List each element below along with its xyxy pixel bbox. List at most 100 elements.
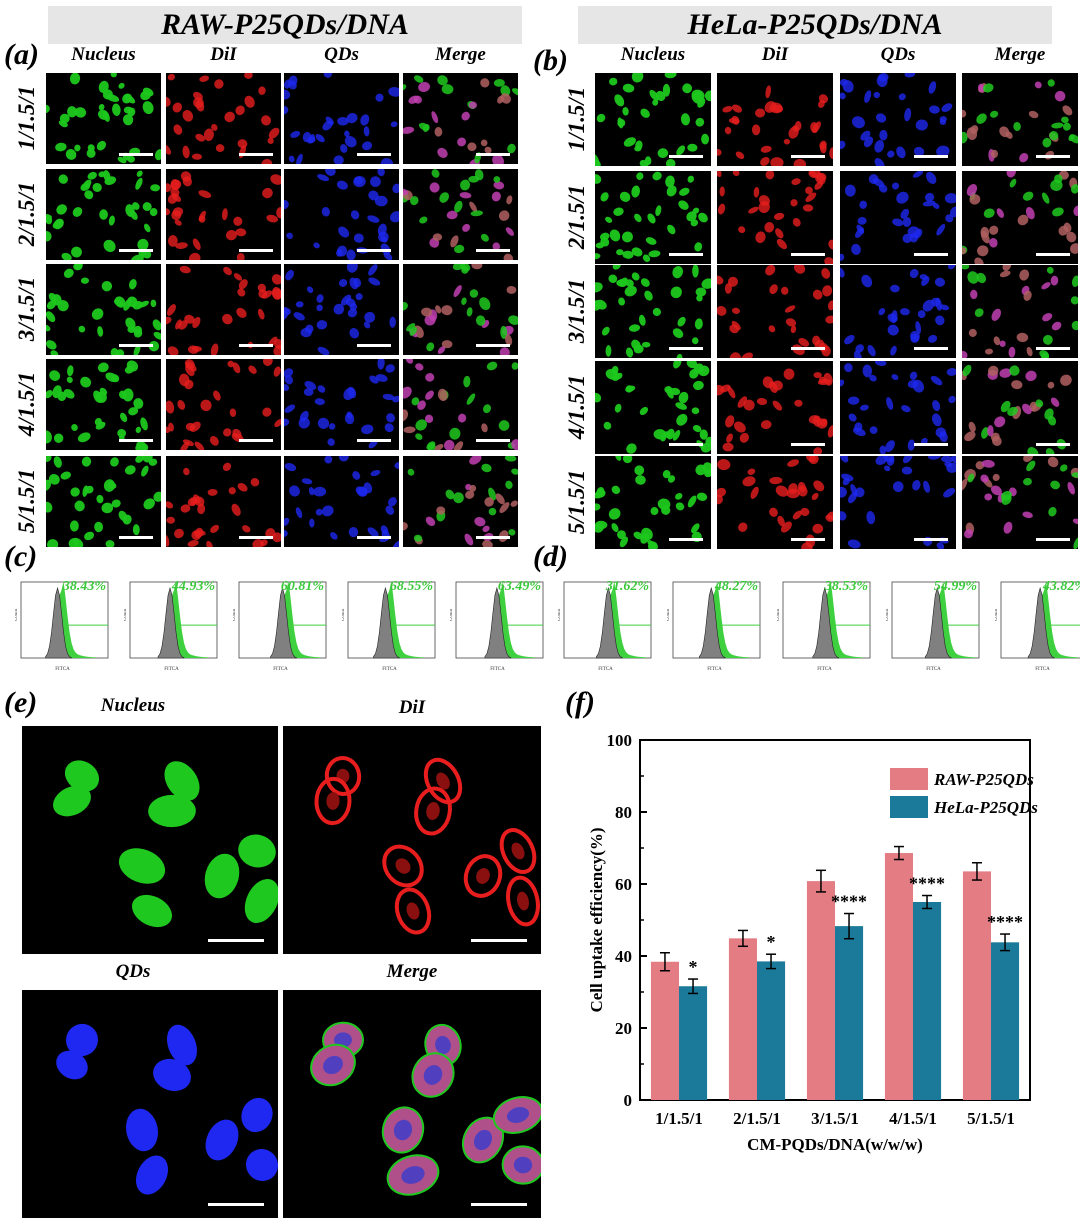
flow-y-axis-label: Count xyxy=(777,608,781,621)
b-image-dil-4 xyxy=(717,361,833,454)
bar-hela-2 xyxy=(757,961,786,1100)
flow-plot-3: Count FITCA 60.81% xyxy=(232,579,328,676)
e-image-merge xyxy=(283,990,541,1218)
a-row-label-1: 1/1.5/1 xyxy=(14,85,39,150)
e-image-qds xyxy=(22,990,278,1218)
scale-bar xyxy=(208,939,264,942)
scale-bar xyxy=(357,439,391,442)
scale-bar xyxy=(239,536,273,539)
x-tick-label: 4/1.5/1 xyxy=(889,1109,937,1128)
flow-percent-4: 68.55% xyxy=(389,579,433,594)
flow-plot-2: Count FITCA 44.93% xyxy=(123,579,219,676)
scale-bar xyxy=(1036,443,1070,446)
x-tick-label: 2/1.5/1 xyxy=(733,1109,781,1128)
scale-bar xyxy=(357,344,391,347)
flow-plot-1: Count FITCA 38.43% xyxy=(14,579,110,676)
scale-bar xyxy=(1036,155,1070,158)
flow-x-axis-label: FITCA xyxy=(382,667,397,672)
legend-label: RAW-P25QDs xyxy=(933,770,1034,789)
legend-swatch xyxy=(890,796,928,818)
b-image-qds-1 xyxy=(840,73,956,166)
scale-bar xyxy=(476,249,510,252)
a-image-merge-5 xyxy=(403,456,518,547)
scale-bar xyxy=(1036,538,1070,541)
y-tick-label: 60 xyxy=(615,875,632,894)
scale-bar xyxy=(239,344,273,347)
scale-bar xyxy=(357,536,391,539)
banner-raw: RAW-P25QDs/DNA xyxy=(48,6,522,44)
b-row-label-5: 5/1.5/1 xyxy=(564,469,589,534)
scale-bar xyxy=(357,153,391,156)
flow-y-axis-label: Count xyxy=(995,608,999,621)
flow-y-axis-label: Count xyxy=(342,608,346,621)
flow-y-axis-label: Count xyxy=(667,608,671,621)
bar-raw-2 xyxy=(728,938,757,1100)
a-image-qds-2 xyxy=(284,169,399,260)
a-image-merge-3 xyxy=(403,264,518,355)
b-image-dil-1 xyxy=(717,73,833,166)
x-axis-title: CM-PQDs/DNA(w/w/w) xyxy=(747,1135,923,1154)
a-row-label-2: 2/1.5/1 xyxy=(14,181,39,246)
a-image-nucleus-1 xyxy=(46,73,161,164)
scale-bar xyxy=(208,1203,264,1206)
uptake-bar-chart: 0 20 40 60 80 100 1/1.5/1 * 2/1.5/1 * 3/1.5/1 **** 4… xyxy=(587,731,1038,1154)
flow-percent-8: 38.53% xyxy=(824,579,868,594)
a-image-dil-1 xyxy=(166,73,281,164)
scale-bar xyxy=(669,443,703,446)
scale-bar xyxy=(119,536,153,539)
a-row-label-3: 3/1.5/1 xyxy=(14,276,39,341)
b-image-qds-4 xyxy=(840,361,956,454)
y-tick-label: 40 xyxy=(615,947,632,966)
b-row-label-1: 1/1.5/1 xyxy=(564,86,589,151)
scale-bar xyxy=(119,344,153,347)
scale-bar xyxy=(914,347,948,350)
scale-bar xyxy=(239,153,273,156)
scale-bar xyxy=(239,249,273,252)
scale-bar xyxy=(119,153,153,156)
panel-label-a: (a) xyxy=(4,38,39,71)
scale-bar xyxy=(1036,347,1070,350)
b-image-dil-5 xyxy=(717,456,833,549)
a-image-dil-4 xyxy=(166,359,281,450)
panel-label-e: (e) xyxy=(4,686,38,719)
a-image-dil-5 xyxy=(166,456,281,547)
flow-x-axis-label: FITCA xyxy=(1035,667,1050,672)
bar-hela-4 xyxy=(913,902,942,1100)
flow-x-axis-label: FITCA xyxy=(926,667,941,672)
scale-bar xyxy=(914,443,948,446)
flow-plot-9: Count FITCA 54.99% xyxy=(885,579,981,676)
flow-plot-5: Count FITCA 63.49% xyxy=(449,579,545,676)
scale-bar xyxy=(471,939,527,942)
a-image-dil-3 xyxy=(166,264,281,355)
flow-y-axis-label: Count xyxy=(15,608,19,621)
e-header-dil: DiI xyxy=(398,697,426,718)
e-header-nucleus: Nucleus xyxy=(100,695,166,716)
flow-percent-10: 43.82% xyxy=(1042,579,1080,594)
x-tick-label: 1/1.5/1 xyxy=(655,1109,703,1128)
b-row-label-3: 3/1.5/1 xyxy=(564,278,589,343)
scale-bar xyxy=(791,347,825,350)
a-image-nucleus-5 xyxy=(46,456,161,547)
b-header-merge: Merge xyxy=(994,44,1046,65)
scale-bar xyxy=(1036,253,1070,256)
b-image-merge-1 xyxy=(962,73,1078,166)
bar-raw-4 xyxy=(884,853,913,1100)
flow-y-axis-label: Count xyxy=(558,608,562,621)
flow-x-axis-label: FITCA xyxy=(490,667,505,672)
e-image-dil xyxy=(283,726,541,954)
a-header-nucleus: Nucleus xyxy=(71,44,136,65)
scale-bar xyxy=(791,253,825,256)
bar-raw-1 xyxy=(650,961,679,1100)
a-image-dil-2 xyxy=(166,169,281,260)
panel-label-b: (b) xyxy=(533,44,568,77)
b-header-nucleus: Nucleus xyxy=(620,44,686,65)
flow-x-axis-label: FITCA xyxy=(273,667,288,672)
flow-y-axis-label: Count xyxy=(886,608,890,621)
b-image-nucleus-2 xyxy=(595,171,711,264)
b-image-qds-5 xyxy=(840,456,956,549)
flow-plot-4: Count FITCA 68.55% xyxy=(341,579,437,676)
flow-percent-1: 38.43% xyxy=(62,579,106,594)
bar-hela-1 xyxy=(679,986,708,1100)
b-image-merge-4 xyxy=(962,361,1078,454)
b-row-label-2: 2/1.5/1 xyxy=(564,184,589,249)
